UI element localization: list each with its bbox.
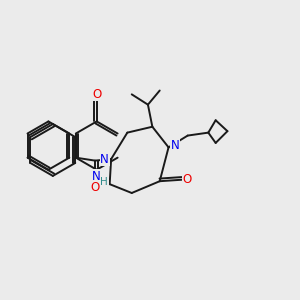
Text: O: O xyxy=(92,88,101,100)
Text: H: H xyxy=(100,177,108,188)
Text: N: N xyxy=(100,153,109,166)
Text: O: O xyxy=(182,173,192,186)
Text: N: N xyxy=(92,170,101,183)
Text: N: N xyxy=(171,140,179,152)
Text: O: O xyxy=(90,181,100,194)
